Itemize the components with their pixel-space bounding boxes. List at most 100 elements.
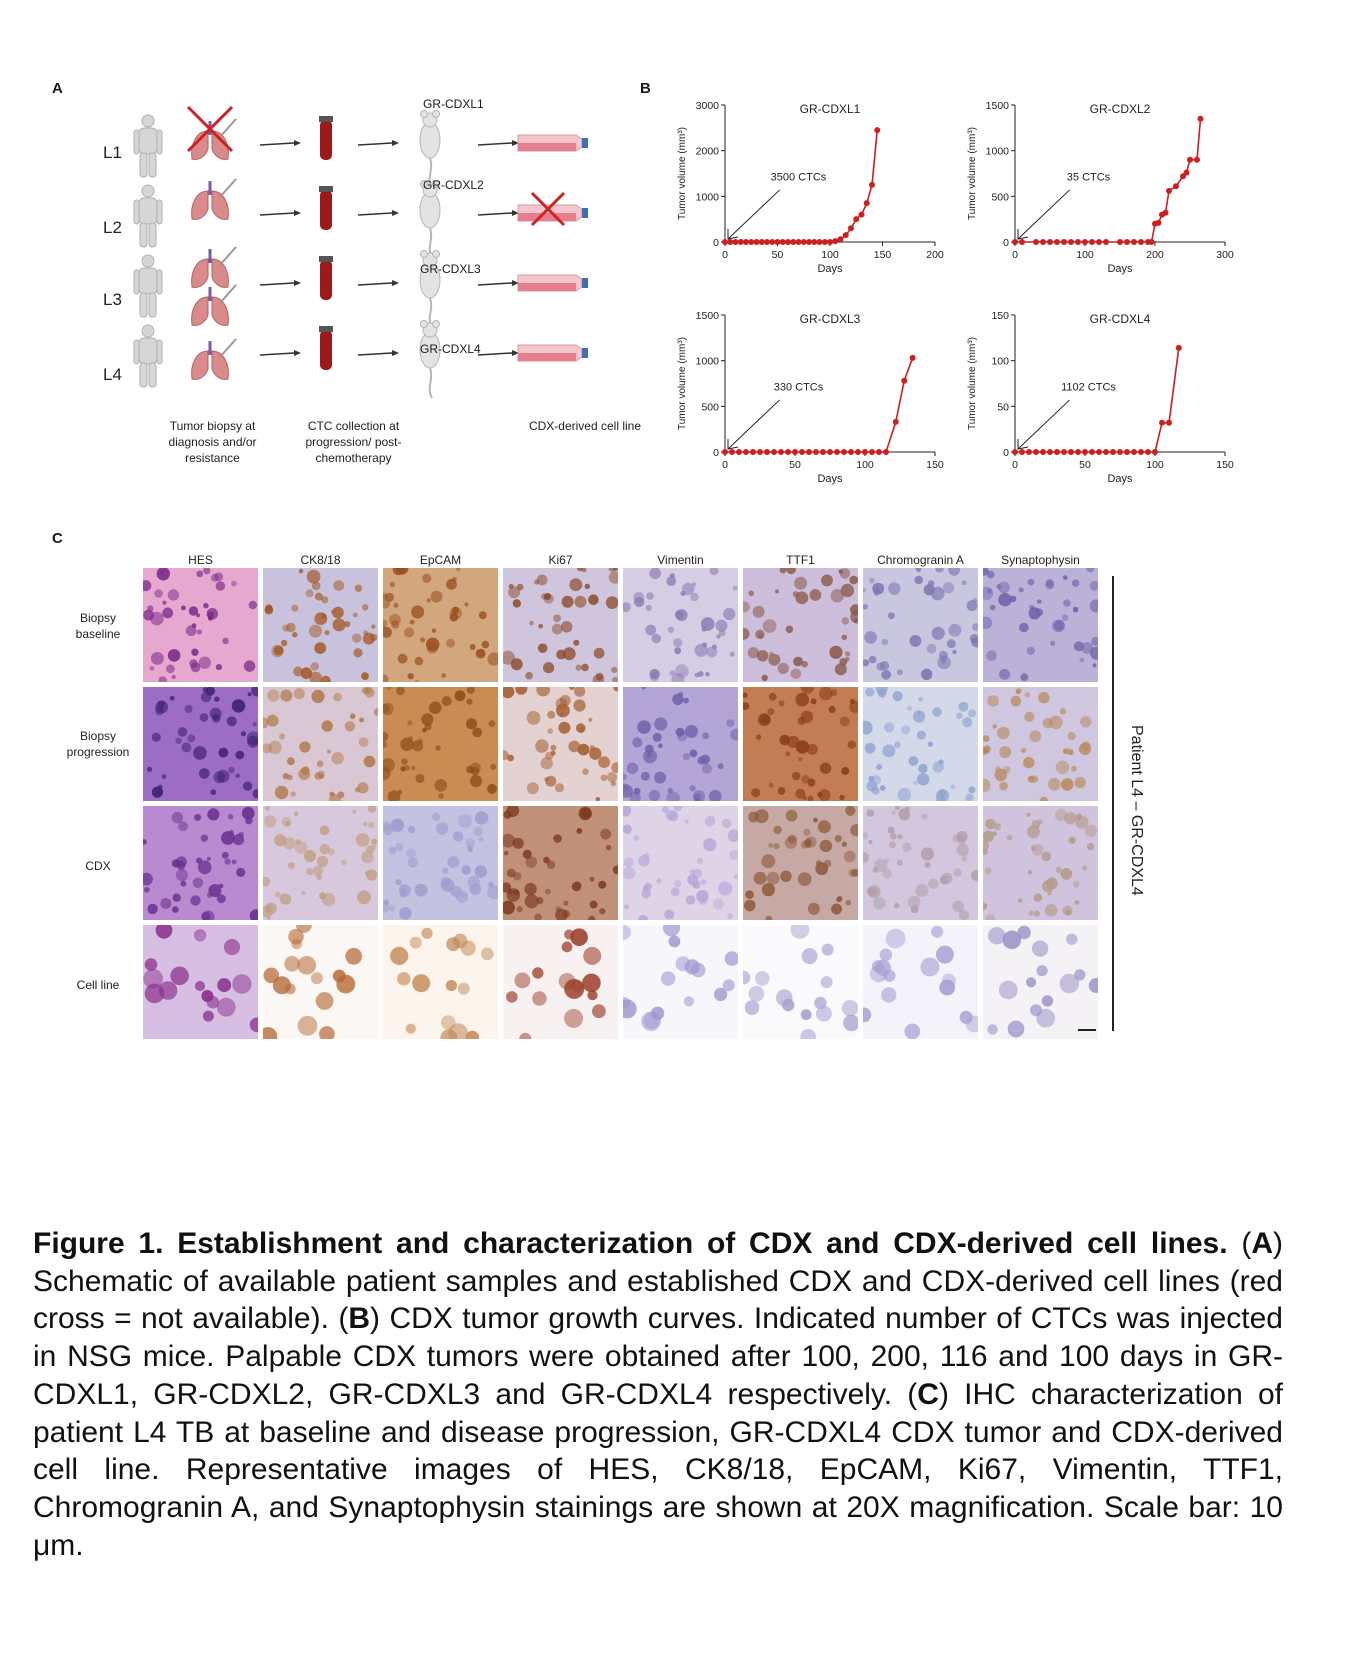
cell-nucleus — [1082, 865, 1088, 871]
cell-nucleus — [623, 773, 628, 780]
cell-nucleus — [881, 638, 889, 646]
cell-nucleus — [503, 833, 516, 848]
tissue-texture — [143, 925, 258, 1033]
cell-nucleus — [914, 575, 923, 585]
cell-nucleus — [689, 749, 698, 758]
x-tick-label: 100 — [856, 459, 874, 471]
ihc-image-tile — [503, 925, 618, 1039]
tissue-texture — [506, 928, 606, 1039]
cell-nucleus — [733, 874, 738, 880]
cell-nucleus — [431, 628, 437, 633]
x-tick-label: 100 — [821, 249, 839, 261]
cell-nucleus — [446, 937, 461, 952]
cell-nucleus — [863, 1007, 872, 1023]
cell-nucleus — [690, 962, 706, 978]
cell-nucleus — [414, 656, 424, 666]
data-point — [737, 239, 744, 245]
cell-nucleus — [162, 600, 167, 605]
cell-nucleus — [702, 732, 709, 740]
cell-nucleus — [633, 787, 641, 795]
tissue-texture — [623, 925, 738, 1032]
cell-nucleus — [383, 704, 390, 714]
caption-biopsy: Tumor biopsy at diagnosis and/or resista… — [168, 419, 257, 465]
caption-b-letter: B — [348, 1302, 371, 1336]
cell-nucleus — [956, 843, 969, 857]
cell-nucleus — [155, 700, 169, 714]
ihc-image-tile — [383, 925, 498, 1039]
cell-nucleus — [1028, 910, 1034, 916]
cell-nucleus — [843, 850, 856, 863]
cell-nucleus — [965, 793, 974, 801]
cell-nucleus — [197, 860, 212, 875]
cell-nucleus — [598, 756, 610, 769]
x-tick-label: 200 — [1146, 249, 1164, 261]
data-point — [1183, 169, 1190, 176]
cell-nucleus — [752, 605, 765, 618]
cell-nucleus — [648, 789, 661, 801]
cell-nucleus — [488, 881, 494, 888]
cell-nucleus — [916, 730, 926, 740]
cell-nucleus — [718, 881, 733, 896]
growth-chart-cdxl4: GR-CDXL4 0 50 100 150 0 50 100 150 Days Tumor volu… — [967, 310, 1234, 485]
cell-nucleus — [206, 892, 213, 898]
data-point — [1019, 239, 1025, 245]
cell-nucleus — [939, 979, 956, 996]
cell-nucleus — [333, 692, 342, 702]
patient-label-l1: L1 — [103, 143, 122, 162]
cell-nucleus — [185, 625, 197, 637]
y-tick-label: 1500 — [696, 310, 720, 322]
cell-nucleus — [901, 725, 911, 735]
cell-nucleus — [264, 815, 277, 828]
cell-nucleus — [1065, 909, 1072, 916]
cell-nucleus — [438, 793, 444, 799]
cell-nucleus — [464, 602, 469, 607]
data-point — [1110, 449, 1116, 455]
cell-nucleus — [540, 757, 553, 770]
cell-nucleus — [894, 806, 900, 810]
cell-nucleus — [1036, 965, 1048, 977]
data-point — [785, 449, 791, 455]
cell-nucleus — [927, 741, 934, 747]
cell-nucleus — [830, 689, 838, 697]
cell-nucleus — [927, 580, 935, 587]
cell-nucleus — [672, 693, 684, 706]
x-tick-label: 0 — [722, 459, 728, 471]
cell-nucleus — [421, 927, 433, 939]
cell-nucleus — [761, 674, 768, 681]
chart-title: GR-CDXL1 — [800, 102, 861, 116]
cell-nucleus — [231, 699, 246, 713]
ihc-image-tile — [863, 687, 978, 801]
cell-nucleus — [890, 833, 897, 840]
data-point — [727, 239, 734, 245]
cell-nucleus — [196, 629, 202, 635]
cell-nucleus — [706, 646, 718, 658]
cell-nucleus — [172, 906, 179, 913]
cell-nucleus — [314, 612, 328, 625]
cell-nucleus — [588, 594, 599, 606]
cell-nucleus — [143, 968, 163, 989]
cell-nucleus — [583, 946, 602, 965]
data-point — [771, 449, 777, 455]
cell-nucleus — [155, 925, 173, 939]
cell-nucleus — [383, 674, 389, 682]
cell-nucleus — [1061, 614, 1069, 622]
cell-nucleus — [367, 806, 377, 813]
ihc-image-tile — [863, 925, 978, 1039]
cell-nucleus — [667, 810, 679, 822]
cell-nucleus — [600, 774, 608, 782]
cell-nucleus — [151, 732, 161, 742]
cell-nucleus — [390, 946, 409, 965]
cell-nucleus — [553, 614, 561, 623]
cell-nucleus — [983, 586, 994, 600]
cell-nucleus — [868, 840, 873, 845]
cell-nucleus — [956, 830, 968, 843]
ihc-image-tile — [143, 806, 258, 920]
cell-nucleus — [538, 623, 544, 629]
cell-nucleus — [293, 688, 305, 700]
cell-nucleus — [968, 709, 977, 718]
cell-nucleus — [1089, 599, 1098, 613]
cell-nucleus — [341, 860, 347, 866]
cell-nucleus — [273, 645, 284, 656]
cell-nucleus — [732, 585, 738, 591]
cell-nucleus — [320, 675, 331, 682]
